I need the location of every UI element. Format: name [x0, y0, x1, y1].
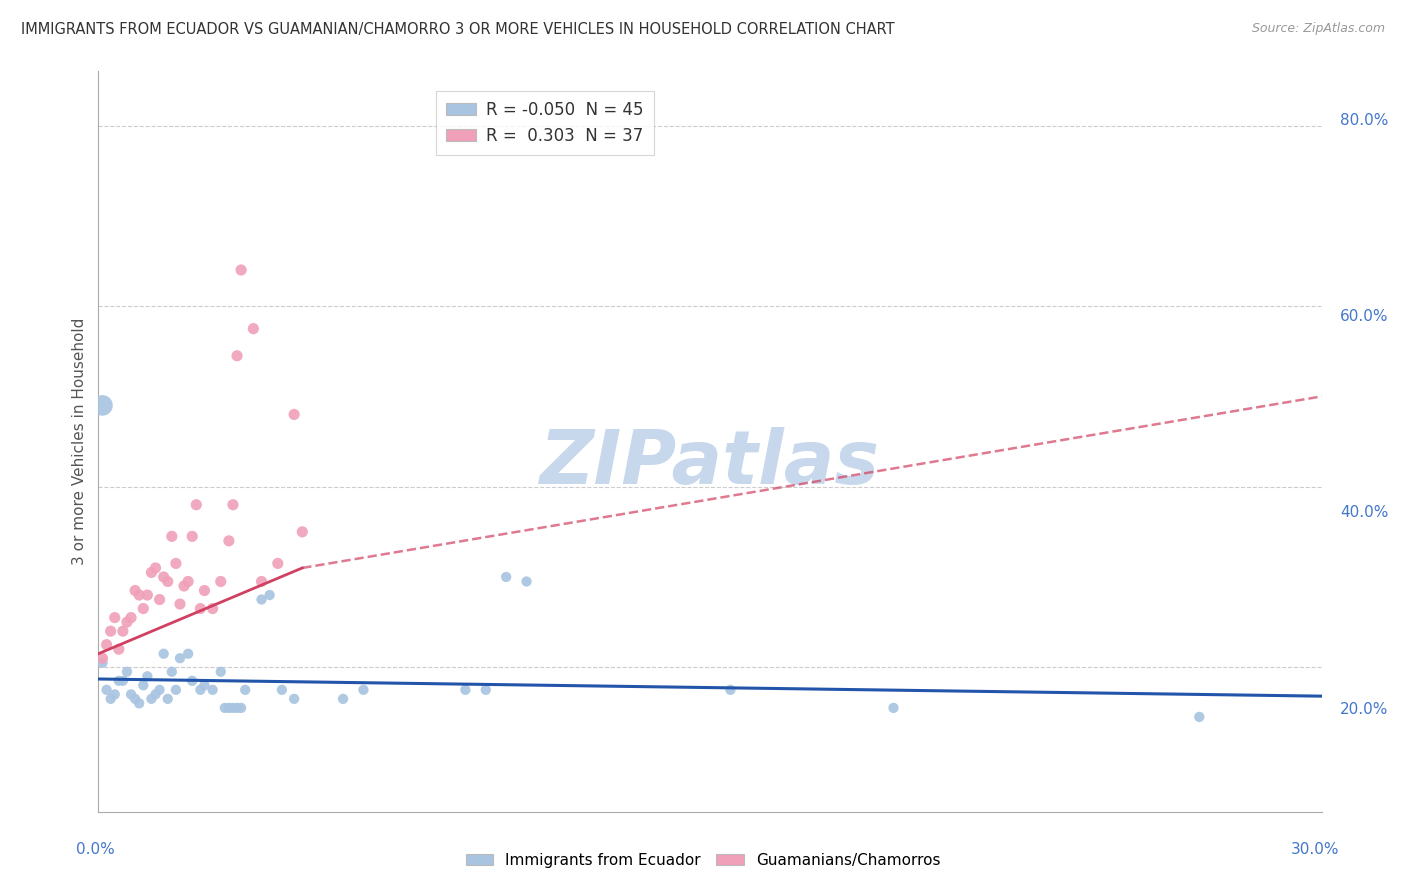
Point [141, 691, 163, 706]
Point [181, 673, 204, 688]
Point [132, 601, 155, 615]
Point [128, 588, 150, 602]
Point [100, 691, 122, 706]
Point [132, 678, 155, 692]
Point [120, 610, 142, 624]
Point [111, 624, 134, 639]
Point [169, 597, 191, 611]
Point [883, 701, 905, 715]
Point [201, 601, 224, 615]
Point [186, 498, 208, 512]
Point [222, 498, 245, 512]
Point [124, 583, 146, 598]
Text: 20.0%: 20.0% [1340, 702, 1388, 716]
Point [165, 682, 187, 697]
Point [718, 682, 742, 697]
Point [270, 682, 294, 697]
Point [115, 615, 138, 629]
Point [173, 579, 195, 593]
Point [136, 588, 159, 602]
Point [222, 701, 245, 715]
Point [209, 665, 232, 679]
Text: Source: ZipAtlas.com: Source: ZipAtlas.com [1251, 22, 1385, 36]
Point [259, 588, 281, 602]
Point [145, 687, 167, 701]
Y-axis label: 3 or more Vehicles in Household: 3 or more Vehicles in Household [72, 318, 87, 566]
Point [128, 697, 150, 711]
Point [250, 574, 273, 589]
Point [267, 557, 290, 571]
Point [332, 691, 354, 706]
Point [226, 701, 249, 715]
Point [181, 529, 204, 543]
Point [242, 321, 264, 335]
Point [209, 574, 232, 589]
Point [283, 408, 305, 422]
Point [516, 574, 538, 589]
Text: 40.0%: 40.0% [1340, 506, 1388, 520]
Point [454, 682, 477, 697]
Point [91, 399, 114, 413]
Point [231, 263, 253, 277]
Point [214, 701, 236, 715]
Point [145, 561, 167, 575]
Text: 80.0%: 80.0% [1340, 113, 1388, 128]
Point [165, 557, 187, 571]
Point [169, 651, 191, 665]
Point [156, 691, 179, 706]
Point [193, 678, 215, 692]
Text: IMMIGRANTS FROM ECUADOR VS GUAMANIAN/CHAMORRO 3 OR MORE VEHICLES IN HOUSEHOLD CO: IMMIGRANTS FROM ECUADOR VS GUAMANIAN/CHA… [21, 22, 894, 37]
Point [141, 566, 163, 580]
Point [149, 682, 172, 697]
Text: 60.0%: 60.0% [1340, 310, 1388, 324]
Point [120, 687, 142, 701]
Point [495, 570, 517, 584]
Legend: Immigrants from Ecuador, Guamanians/Chamorros: Immigrants from Ecuador, Guamanians/Cham… [460, 847, 946, 873]
Point [96, 682, 118, 697]
Point [1188, 710, 1211, 724]
Point [218, 533, 240, 548]
Point [96, 638, 118, 652]
Text: 0.0%: 0.0% [76, 842, 115, 856]
Point [193, 583, 215, 598]
Point [177, 574, 200, 589]
Legend: R = -0.050  N = 45, R =  0.303  N = 37: R = -0.050 N = 45, R = 0.303 N = 37 [436, 91, 654, 155]
Point [160, 665, 183, 679]
Point [233, 682, 256, 697]
Point [104, 687, 127, 701]
Point [108, 673, 131, 688]
Point [283, 691, 305, 706]
Text: ZIPatlas: ZIPatlas [540, 427, 880, 500]
Point [218, 701, 240, 715]
Text: 30.0%: 30.0% [1291, 842, 1339, 856]
Point [188, 601, 212, 615]
Point [124, 691, 146, 706]
Point [231, 701, 253, 715]
Point [152, 570, 174, 584]
Point [352, 682, 374, 697]
Point [91, 656, 114, 670]
Point [156, 574, 179, 589]
Point [250, 592, 273, 607]
Point [108, 642, 131, 657]
Point [177, 647, 200, 661]
Point [474, 682, 498, 697]
Point [111, 673, 134, 688]
Point [291, 524, 314, 539]
Point [149, 592, 172, 607]
Point [226, 349, 249, 363]
Point [104, 610, 127, 624]
Point [115, 665, 138, 679]
Point [136, 669, 159, 683]
Point [188, 682, 212, 697]
Point [152, 647, 174, 661]
Point [160, 529, 183, 543]
Point [100, 624, 122, 639]
Point [201, 682, 224, 697]
Point [91, 651, 114, 665]
